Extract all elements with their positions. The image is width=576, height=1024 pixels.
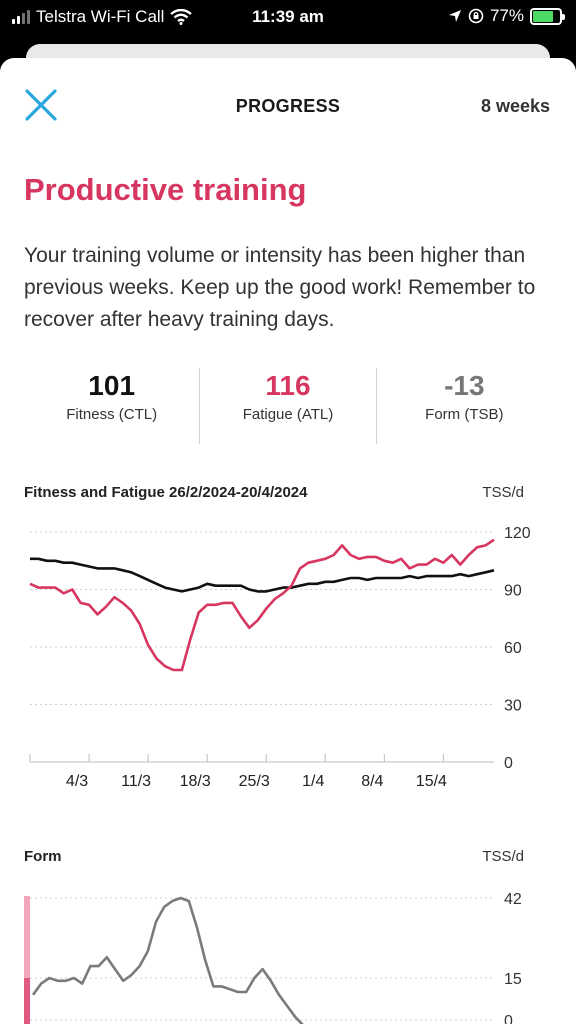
fatigue-value: 116 <box>265 370 311 401</box>
y-tick-label: 15 <box>504 971 522 988</box>
fitness-chart-unit: TSS/d <box>482 484 524 501</box>
form-zone-band <box>24 896 30 978</box>
x-tick-label: 4/3 <box>66 773 88 790</box>
clock: 11:39 am <box>252 7 324 26</box>
fitness-label: Fitness (CTL) <box>66 406 158 423</box>
form-chart-unit: TSS/d <box>482 848 524 865</box>
y-tick-label: 0 <box>504 1013 513 1024</box>
x-tick-label: 18/3 <box>180 773 211 790</box>
form-chart-title: Form <box>24 848 62 865</box>
y-tick-label: 30 <box>504 698 522 715</box>
status-right: 77% <box>448 6 565 26</box>
fatigue-metric: 116 Fatigue (ATL) <box>199 368 375 444</box>
form-metric: -13 Form (TSB) <box>375 368 552 444</box>
status-bar: Telstra Wi-Fi Call 11:39 am 77% <box>0 0 576 34</box>
signal-icon <box>12 10 30 24</box>
progress-sheet: PROGRESS 8 weeks Productive training You… <box>0 58 576 1024</box>
fatigue-line <box>29 538 495 672</box>
y-tick-label: 60 <box>504 640 522 657</box>
y-tick-label: 0 <box>504 755 513 772</box>
fitness-fatigue-chart: 120 90 60 30 0 4/3 11/3 18/3 25/3 1/4 8/4 15/4 <box>29 525 531 790</box>
fitness-value: 101 <box>88 370 136 401</box>
location-arrow-icon <box>448 10 461 22</box>
x-tick-label: 1/4 <box>302 773 324 790</box>
orientation-lock-icon <box>468 8 484 24</box>
form-line <box>31 896 304 1024</box>
metrics-row: 101 Fitness (CTL) 116 Fatigue (ATL) -13 … <box>24 368 552 444</box>
training-status-description: Your training volume or intensity has be… <box>24 244 536 331</box>
battery-percent: 77% <box>489 6 524 25</box>
x-tick-label: 15/4 <box>416 773 447 790</box>
form-zone-band <box>24 978 30 1024</box>
wifi-icon <box>170 9 193 25</box>
form-chart: 42 15 0 <box>24 891 522 1024</box>
fitness-metric: 101 Fitness (CTL) <box>24 368 199 444</box>
carrier-info: Telstra Wi-Fi Call <box>12 7 193 27</box>
x-tick-label: 11/3 <box>121 773 151 790</box>
training-status-title: Productive training <box>24 172 307 207</box>
fatigue-label: Fatigue (ATL) <box>242 406 334 423</box>
fitness-chart-title: Fitness and Fatigue 26/2/2024-20/4/2024 <box>24 484 308 501</box>
period-selector[interactable]: 8 weeks <box>480 96 550 116</box>
close-icon[interactable] <box>24 88 58 122</box>
form-label: Form (TSB) <box>425 406 504 423</box>
page-title: PROGRESS <box>235 96 341 116</box>
y-tick-label: 120 <box>504 525 531 542</box>
x-tick-label: 8/4 <box>361 773 383 790</box>
battery-icon <box>530 7 565 25</box>
fitness-line <box>30 557 495 593</box>
y-tick-label: 42 <box>504 891 522 908</box>
x-tick-label: 25/3 <box>239 773 270 790</box>
y-tick-label: 90 <box>504 583 522 600</box>
carrier-label: Telstra Wi-Fi Call <box>36 7 165 26</box>
form-value: -13 <box>444 370 485 401</box>
